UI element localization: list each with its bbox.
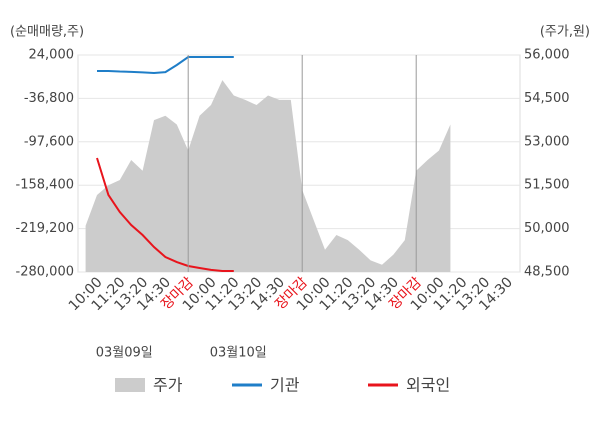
y-tick-label: -158,400 — [16, 178, 74, 193]
y2-tick-label: 50,000 — [524, 221, 570, 236]
y-tick-label: -97,600 — [24, 134, 74, 149]
legend-swatch — [115, 378, 145, 392]
y-tick-label: 24,000 — [29, 48, 75, 63]
date-label: 03월09일 — [96, 346, 153, 361]
price-area — [85, 80, 451, 272]
date-label: 03월10일 — [210, 346, 267, 361]
y-tick-label: -36,800 — [24, 91, 74, 106]
series-line — [96, 157, 234, 273]
y2-tick-label: 56,000 — [524, 48, 570, 63]
y2-tick-label: 48,500 — [524, 265, 570, 280]
y2-tick-label: 53,000 — [524, 134, 570, 149]
y-tick-label: -219,200 — [16, 221, 74, 236]
series-line — [97, 55, 234, 74]
y2-tick-label: 51,500 — [524, 178, 570, 193]
legend-label: 주가 — [153, 376, 183, 395]
y2-tick-label: 54,500 — [524, 91, 570, 106]
y2-axis-label: (주가,원) — [540, 25, 590, 40]
legend-label: 외국인 — [406, 376, 450, 395]
y-axis-label: (순매매량,주) — [10, 25, 84, 40]
legend-label: 기관 — [270, 376, 300, 395]
y-tick-label: -280,000 — [16, 265, 74, 280]
